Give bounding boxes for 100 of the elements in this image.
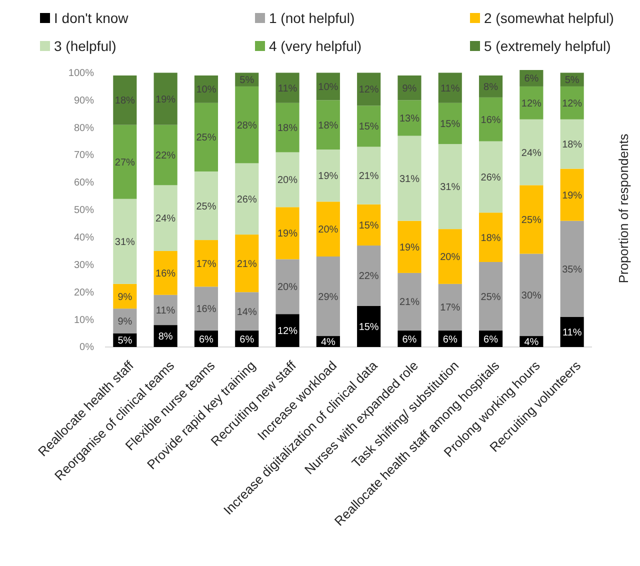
data-label: 22%	[156, 150, 176, 162]
bar	[357, 72, 381, 106]
data-label: 6%	[198, 334, 214, 346]
bar	[357, 106, 381, 147]
bar	[357, 306, 381, 347]
data-label: 19%	[562, 190, 582, 202]
y-tick-label: 0%	[80, 342, 94, 354]
data-label: 15%	[358, 322, 379, 333]
data-label: 24%	[156, 214, 176, 225]
data-label: 18%	[562, 140, 582, 151]
y-tick-label: 70%	[74, 150, 94, 162]
bar	[560, 86, 584, 120]
bar	[194, 171, 218, 240]
bar	[560, 316, 584, 347]
data-label: 21%	[358, 171, 379, 182]
data-label: 6%	[240, 334, 254, 346]
data-label: 19%	[399, 242, 420, 254]
bar	[398, 75, 422, 100]
data-label: 16%	[480, 114, 501, 126]
bar	[520, 254, 544, 336]
bar	[154, 72, 178, 125]
data-label: 12%	[521, 98, 542, 110]
y-tick-label: 30%	[74, 260, 94, 271]
data-label: 21%	[399, 297, 420, 308]
bar	[316, 100, 340, 150]
data-label: 6%	[402, 334, 417, 346]
y-tick-label: 40%	[74, 232, 94, 244]
data-label: 17%	[196, 258, 216, 270]
data-label: 18%	[318, 120, 338, 132]
data-label: 4%	[320, 337, 336, 348]
bar	[398, 100, 422, 136]
bar	[154, 294, 178, 326]
data-label: 11%	[440, 83, 460, 94]
data-label: 20%	[278, 282, 298, 294]
legend-label: 3 (helpful)	[54, 38, 116, 54]
bar	[478, 97, 503, 142]
bar	[235, 292, 259, 331]
data-label: 5%	[564, 75, 580, 86]
bar	[276, 152, 300, 208]
bar	[235, 163, 259, 235]
bar	[520, 86, 544, 120]
legend-label: 4 (very helpful)	[269, 38, 362, 54]
bar	[357, 246, 381, 306]
bar	[154, 251, 178, 295]
data-label: 8%	[484, 82, 498, 93]
data-label: 15%	[358, 122, 379, 133]
data-label: 27%	[114, 157, 136, 168]
bar	[398, 272, 422, 331]
data-label: 26%	[236, 194, 257, 206]
data-label: 31%	[440, 182, 460, 194]
data-label: 18%	[278, 123, 298, 134]
data-label: 25%	[521, 214, 542, 226]
data-label: 35%	[562, 264, 582, 276]
y-tick-label: 60%	[74, 178, 94, 189]
bar	[520, 185, 544, 254]
legend-label: I don't know	[54, 10, 130, 26]
y-axis-title: Proportion of respondents	[616, 133, 631, 284]
data-label: 10%	[196, 84, 216, 96]
bar	[194, 286, 218, 331]
data-label: 11%	[156, 305, 176, 316]
bar	[398, 136, 422, 221]
bar	[438, 284, 462, 331]
bar	[357, 204, 381, 246]
y-tick-label: 50%	[74, 205, 94, 216]
data-label: 19%	[278, 228, 298, 240]
data-label: 20%	[278, 175, 298, 186]
bar	[478, 212, 503, 262]
bar	[316, 150, 340, 202]
data-label: 12%	[358, 84, 379, 96]
y-tick-label: 80%	[74, 122, 94, 134]
data-label: 9%	[118, 316, 132, 328]
data-label: 25%	[196, 201, 216, 212]
data-label: 11%	[562, 327, 582, 338]
data-label: 4%	[524, 337, 539, 348]
y-tick-label: 20%	[74, 287, 94, 298]
data-label: 26%	[480, 172, 501, 184]
data-label: 19%	[156, 94, 176, 106]
data-label: 18%	[480, 232, 501, 244]
bar	[316, 202, 340, 256]
bar	[560, 168, 584, 221]
legend-label: 2 (somewhat helpful)	[484, 10, 614, 26]
bar	[560, 119, 584, 169]
data-label: 19%	[318, 171, 338, 182]
y-tick-label: 90%	[74, 95, 94, 106]
bar	[154, 124, 178, 186]
bar	[194, 102, 218, 172]
data-label: 16%	[156, 268, 176, 280]
data-label: 8%	[158, 332, 173, 343]
data-label: 20%	[318, 224, 338, 236]
data-label: 24%	[521, 148, 542, 159]
data-label: 5%	[118, 336, 132, 347]
data-label: 30%	[521, 290, 542, 302]
bar	[235, 86, 259, 164]
data-label: 25%	[196, 132, 216, 144]
bar	[520, 119, 544, 186]
data-label: 17%	[440, 302, 460, 314]
data-label: 12%	[562, 98, 582, 110]
data-label: 10%	[318, 82, 338, 93]
data-label: 15%	[440, 118, 460, 130]
data-label: 25%	[480, 292, 501, 303]
